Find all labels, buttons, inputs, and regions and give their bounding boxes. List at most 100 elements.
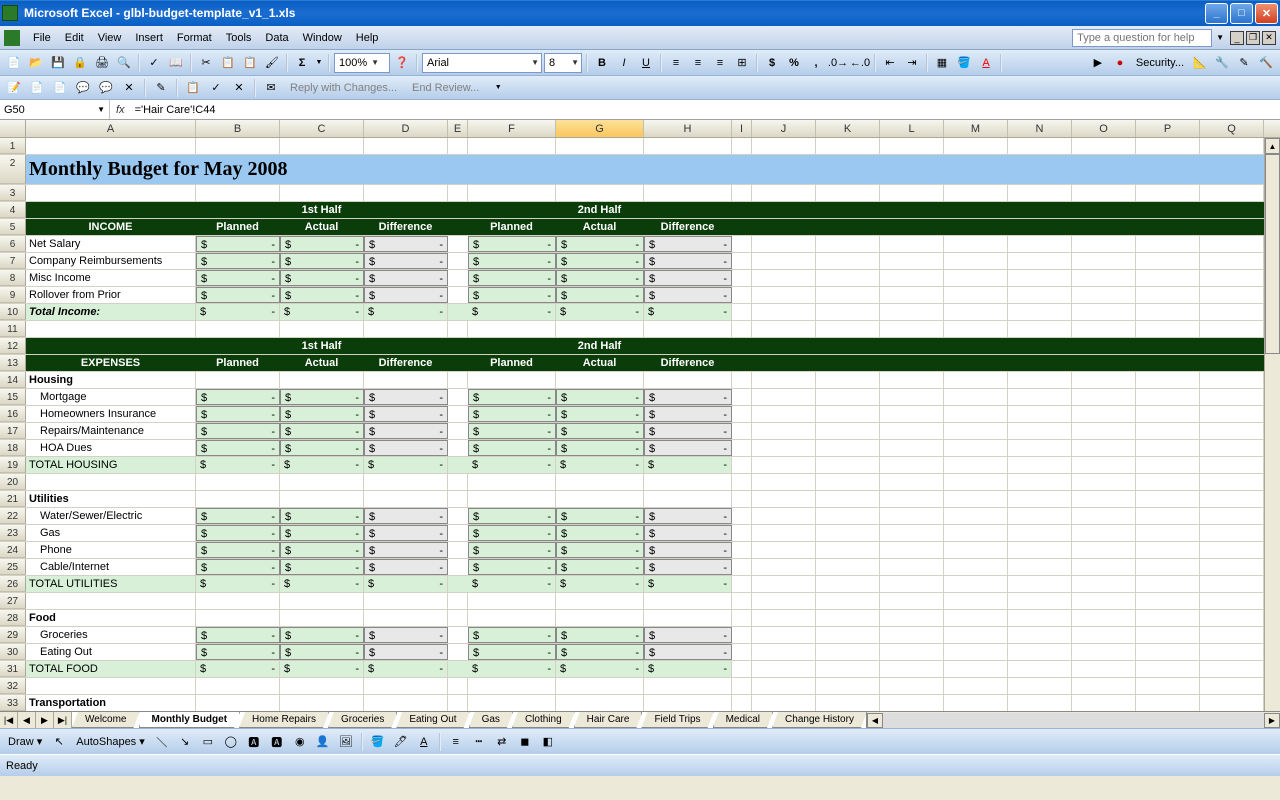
row-header[interactable]: 13 (0, 355, 26, 371)
cell[interactable] (944, 525, 1008, 541)
shadow-button[interactable]: ◼ (515, 732, 535, 752)
cell[interactable] (944, 508, 1008, 524)
cell[interactable] (1008, 155, 1072, 184)
cell[interactable] (1200, 474, 1264, 490)
money-cell[interactable]: $- (644, 253, 732, 269)
fill-color-draw-button[interactable]: 🪣 (368, 732, 388, 752)
fx-icon[interactable]: fx (110, 104, 131, 116)
money-cell[interactable]: $- (196, 661, 280, 677)
col-header-E[interactable]: E (448, 120, 468, 137)
scroll-thumb[interactable] (1265, 154, 1280, 354)
money-cell[interactable]: $- (468, 287, 556, 303)
cell[interactable]: Utilities (26, 491, 196, 507)
cell[interactable] (880, 440, 944, 456)
cell[interactable] (196, 678, 280, 694)
money-cell[interactable]: $- (364, 542, 448, 558)
horizontal-scrollbar[interactable]: ◀ ▶ (866, 712, 1280, 728)
cell[interactable] (1200, 389, 1264, 405)
cell[interactable] (196, 593, 280, 609)
cell[interactable] (1008, 321, 1072, 337)
money-cell[interactable]: $- (556, 270, 644, 286)
menu-help[interactable]: Help (349, 30, 386, 46)
cell[interactable] (448, 576, 468, 592)
cell[interactable] (944, 155, 1008, 184)
control-toolbox-button[interactable]: ✎ (1234, 53, 1254, 73)
cell[interactable] (448, 457, 468, 473)
next-comment-button[interactable]: 📄 (50, 78, 70, 98)
cell[interactable] (752, 389, 816, 405)
cell[interactable] (944, 678, 1008, 694)
design-mode-button[interactable]: 🔧 (1212, 53, 1232, 73)
cell[interactable] (1136, 321, 1200, 337)
cell[interactable] (26, 678, 196, 694)
cell[interactable] (1072, 576, 1136, 592)
cell[interactable] (1008, 678, 1072, 694)
cell[interactable] (1008, 491, 1072, 507)
cell[interactable] (1008, 202, 1072, 218)
mdi-restore-button[interactable]: ❐ (1246, 31, 1260, 45)
cell[interactable] (880, 644, 944, 660)
cell[interactable] (1072, 406, 1136, 422)
cell[interactable] (880, 321, 944, 337)
cell[interactable] (732, 423, 752, 439)
cell[interactable] (1008, 474, 1072, 490)
font-size-combo[interactable]: 8▼ (544, 53, 582, 73)
cell[interactable] (556, 695, 644, 711)
cell[interactable]: Net Salary (26, 236, 196, 252)
cell[interactable] (732, 287, 752, 303)
tab-nav-next[interactable]: ▶ (36, 712, 54, 728)
row-header[interactable]: 26 (0, 576, 26, 592)
cell[interactable] (196, 474, 280, 490)
cell[interactable] (1072, 627, 1136, 643)
cell[interactable] (280, 185, 364, 201)
cell[interactable] (448, 593, 468, 609)
cell[interactable] (1008, 610, 1072, 626)
cell[interactable] (448, 372, 468, 388)
money-cell[interactable]: $- (468, 559, 556, 575)
money-cell[interactable]: $- (468, 457, 556, 473)
cell[interactable] (196, 372, 280, 388)
cell[interactable] (1072, 695, 1136, 711)
cell[interactable] (1200, 525, 1264, 541)
money-cell[interactable]: $- (556, 236, 644, 252)
line-button[interactable]: ＼ (152, 732, 172, 752)
row-header[interactable]: 10 (0, 304, 26, 320)
money-cell[interactable]: $- (644, 525, 732, 541)
col-header-P[interactable]: P (1136, 120, 1200, 137)
autosum-button[interactable]: Σ (292, 53, 312, 73)
tab-nav-first[interactable]: |◀ (0, 712, 18, 728)
cell[interactable] (1200, 423, 1264, 439)
money-cell[interactable]: $- (468, 576, 556, 592)
row-header[interactable]: 2 (0, 155, 26, 184)
cell[interactable] (816, 219, 880, 235)
font-name-combo[interactable]: Arial▼ (422, 53, 542, 73)
money-cell[interactable]: $- (644, 304, 732, 320)
money-cell[interactable]: $- (364, 304, 448, 320)
copy-button[interactable]: 📋 (218, 53, 238, 73)
show-ink-button[interactable]: ✎ (151, 78, 171, 98)
cell[interactable] (1200, 678, 1264, 694)
money-cell[interactable]: $- (196, 389, 280, 405)
format-painter-button[interactable]: 🖌 (262, 53, 282, 73)
increase-decimal-button[interactable]: .0→ (828, 53, 848, 73)
cell[interactable] (880, 236, 944, 252)
money-cell[interactable]: $- (468, 440, 556, 456)
cell[interactable] (944, 270, 1008, 286)
cell[interactable] (880, 253, 944, 269)
cell[interactable] (944, 695, 1008, 711)
currency-button[interactable]: $ (762, 53, 782, 73)
sheet-tab[interactable]: Gas (469, 712, 513, 728)
money-cell[interactable]: $- (280, 661, 364, 677)
minimize-button[interactable]: _ (1205, 3, 1228, 24)
mdi-minimize-button[interactable]: _ (1230, 31, 1244, 45)
vertical-scrollbar[interactable]: ▲ ▼ (1264, 138, 1280, 728)
cell[interactable] (880, 559, 944, 575)
name-box[interactable]: G50▼ (0, 100, 110, 119)
cell[interactable] (280, 321, 364, 337)
cell[interactable] (944, 355, 1008, 371)
cell[interactable] (1008, 219, 1072, 235)
money-cell[interactable]: $- (196, 406, 280, 422)
cell[interactable] (1008, 372, 1072, 388)
cell[interactable] (26, 593, 196, 609)
cell[interactable] (644, 610, 732, 626)
